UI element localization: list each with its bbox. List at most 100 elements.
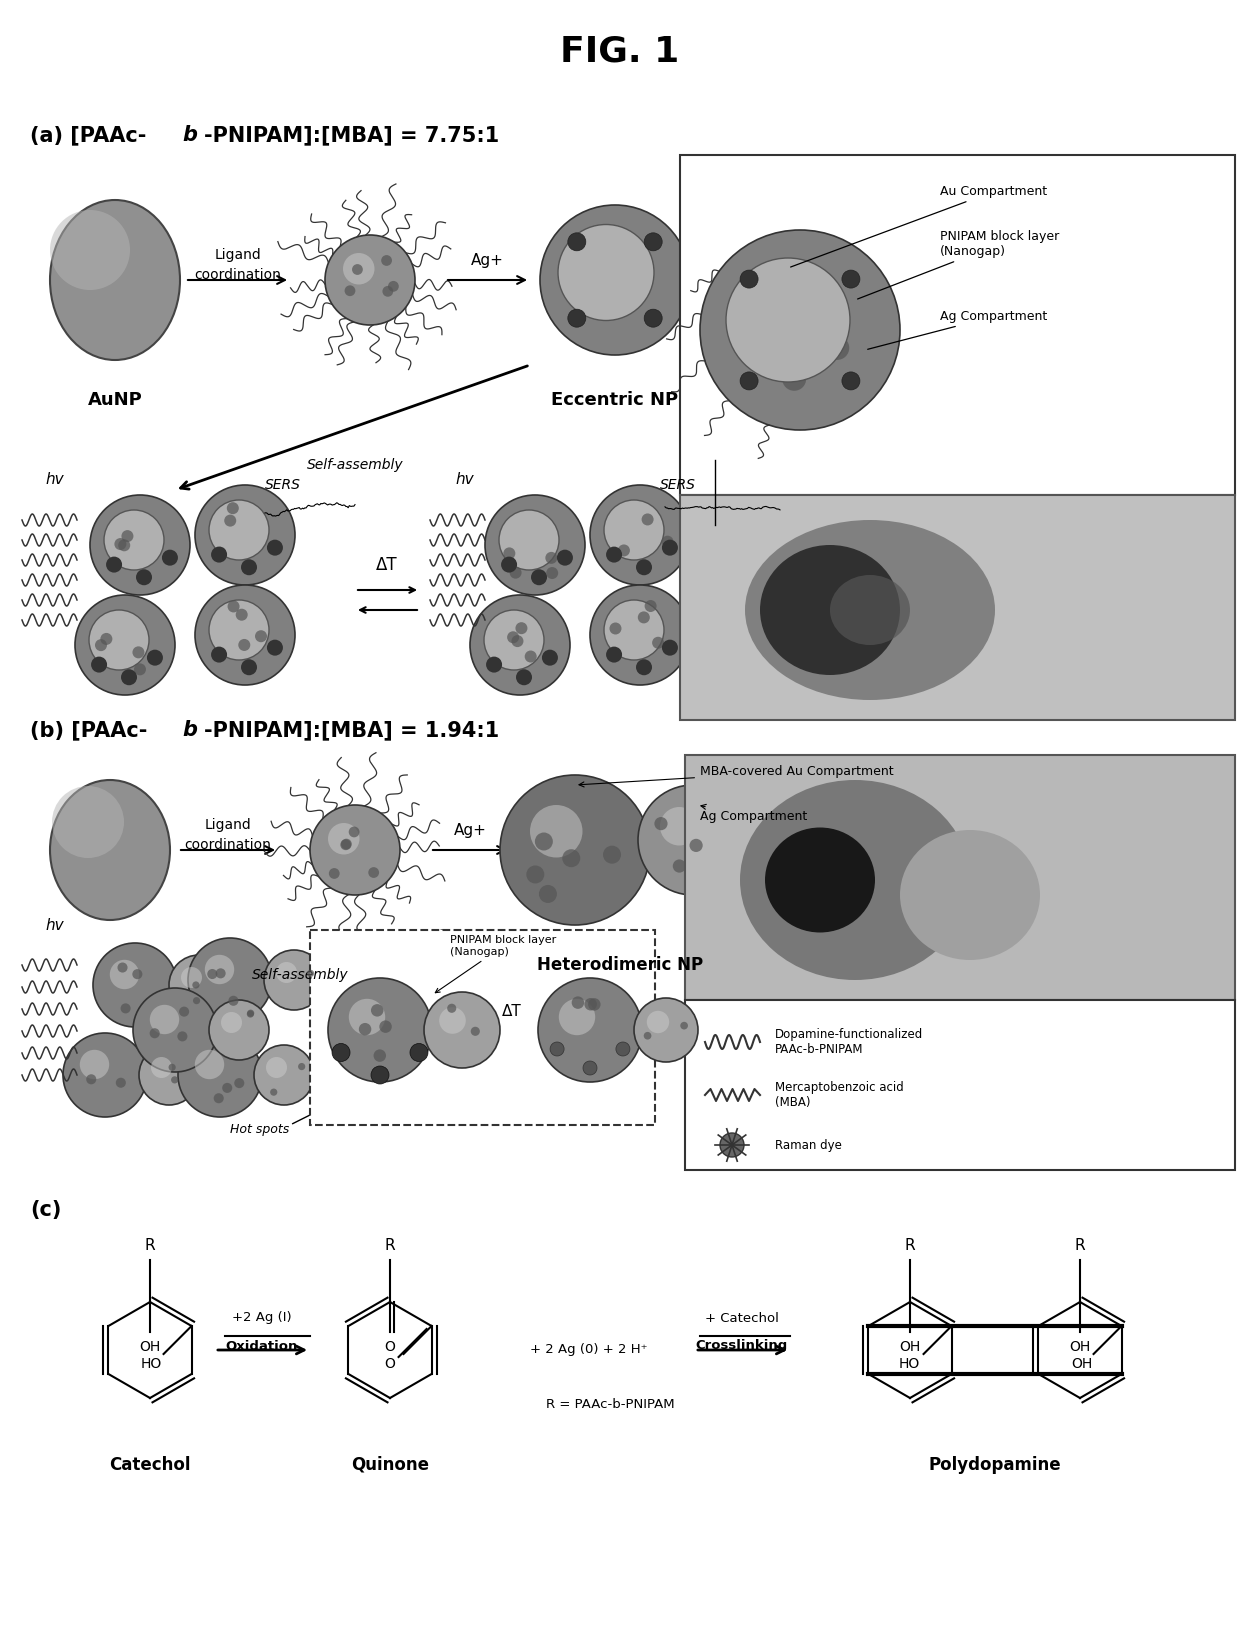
Circle shape <box>329 868 340 880</box>
Ellipse shape <box>900 830 1040 960</box>
Circle shape <box>267 540 283 556</box>
Circle shape <box>606 546 622 563</box>
Circle shape <box>329 978 432 1081</box>
Circle shape <box>618 545 630 556</box>
Circle shape <box>608 282 625 300</box>
Circle shape <box>639 784 748 894</box>
Circle shape <box>516 670 532 686</box>
Circle shape <box>753 276 776 299</box>
Circle shape <box>133 647 144 658</box>
Circle shape <box>114 538 126 550</box>
Circle shape <box>604 601 663 660</box>
Circle shape <box>352 264 363 276</box>
Text: SERS: SERS <box>660 478 696 492</box>
Circle shape <box>348 827 360 837</box>
Circle shape <box>107 556 122 573</box>
Circle shape <box>542 650 558 666</box>
Circle shape <box>424 993 500 1068</box>
Ellipse shape <box>745 520 994 701</box>
Circle shape <box>368 866 379 878</box>
Circle shape <box>498 510 559 569</box>
Circle shape <box>559 999 595 1035</box>
Circle shape <box>610 622 621 635</box>
Circle shape <box>192 981 200 988</box>
Circle shape <box>91 496 190 596</box>
Text: O: O <box>384 1357 396 1370</box>
Circle shape <box>379 1021 392 1032</box>
Circle shape <box>641 514 653 525</box>
Circle shape <box>371 1067 389 1085</box>
Circle shape <box>195 1050 224 1080</box>
Circle shape <box>133 988 217 1072</box>
Circle shape <box>583 1062 596 1075</box>
Circle shape <box>381 254 392 266</box>
Circle shape <box>118 540 130 551</box>
Text: -PNIPAM]:[MBA] = 1.94:1: -PNIPAM]:[MBA] = 1.94:1 <box>205 720 500 740</box>
Text: Ag+: Ag+ <box>470 253 503 267</box>
Circle shape <box>308 970 314 976</box>
Text: SERS: SERS <box>265 478 301 492</box>
Circle shape <box>645 233 662 251</box>
Text: PNIPAM block layer
(Nanogap): PNIPAM block layer (Nanogap) <box>858 230 1059 299</box>
Circle shape <box>490 615 525 650</box>
Circle shape <box>133 970 143 980</box>
Text: (a) [PAAc-: (a) [PAAc- <box>30 125 146 144</box>
Circle shape <box>503 548 516 560</box>
Circle shape <box>79 1050 109 1080</box>
Circle shape <box>205 955 234 985</box>
Circle shape <box>568 309 585 327</box>
Circle shape <box>188 939 272 1022</box>
Circle shape <box>529 806 583 858</box>
Circle shape <box>525 650 537 663</box>
Text: R: R <box>145 1237 155 1252</box>
Text: hv: hv <box>45 473 63 487</box>
Circle shape <box>616 1042 630 1057</box>
Circle shape <box>224 515 237 527</box>
Circle shape <box>247 1011 254 1017</box>
Circle shape <box>122 530 134 542</box>
Circle shape <box>207 968 217 980</box>
Circle shape <box>210 999 269 1060</box>
Circle shape <box>610 606 645 640</box>
Circle shape <box>87 1075 97 1085</box>
Circle shape <box>329 824 360 855</box>
Circle shape <box>606 647 622 663</box>
Text: OH: OH <box>1071 1357 1092 1370</box>
Circle shape <box>211 647 227 663</box>
Circle shape <box>636 560 652 576</box>
Text: b: b <box>182 720 197 740</box>
Circle shape <box>637 612 650 624</box>
Circle shape <box>681 1022 688 1029</box>
Circle shape <box>238 638 250 651</box>
Circle shape <box>511 635 523 647</box>
Bar <box>310 930 655 1126</box>
Circle shape <box>222 1083 232 1093</box>
Circle shape <box>340 839 351 850</box>
Circle shape <box>635 264 653 282</box>
Circle shape <box>169 955 229 1016</box>
Circle shape <box>122 670 136 686</box>
Circle shape <box>150 1029 160 1039</box>
Text: Au Compartment: Au Compartment <box>791 185 1047 267</box>
Circle shape <box>610 505 645 540</box>
Circle shape <box>171 1076 179 1083</box>
Circle shape <box>471 1027 480 1035</box>
Circle shape <box>91 656 107 673</box>
Text: MBA-covered Au Compartment: MBA-covered Au Compartment <box>579 765 894 788</box>
Circle shape <box>110 960 139 990</box>
Circle shape <box>740 373 758 391</box>
Text: Quinone: Quinone <box>351 1456 429 1474</box>
Circle shape <box>725 258 849 382</box>
Circle shape <box>215 505 250 540</box>
Circle shape <box>95 615 130 650</box>
Text: Dopamine-functionalized
PAAc-b-PNIPAM: Dopamine-functionalized PAAc-b-PNIPAM <box>775 1027 924 1057</box>
Circle shape <box>572 996 584 1009</box>
Circle shape <box>470 596 570 696</box>
Circle shape <box>652 637 665 648</box>
Circle shape <box>689 839 703 852</box>
Circle shape <box>588 998 600 1011</box>
Circle shape <box>241 660 257 674</box>
Circle shape <box>538 978 642 1081</box>
Circle shape <box>100 633 113 645</box>
Ellipse shape <box>50 200 180 359</box>
